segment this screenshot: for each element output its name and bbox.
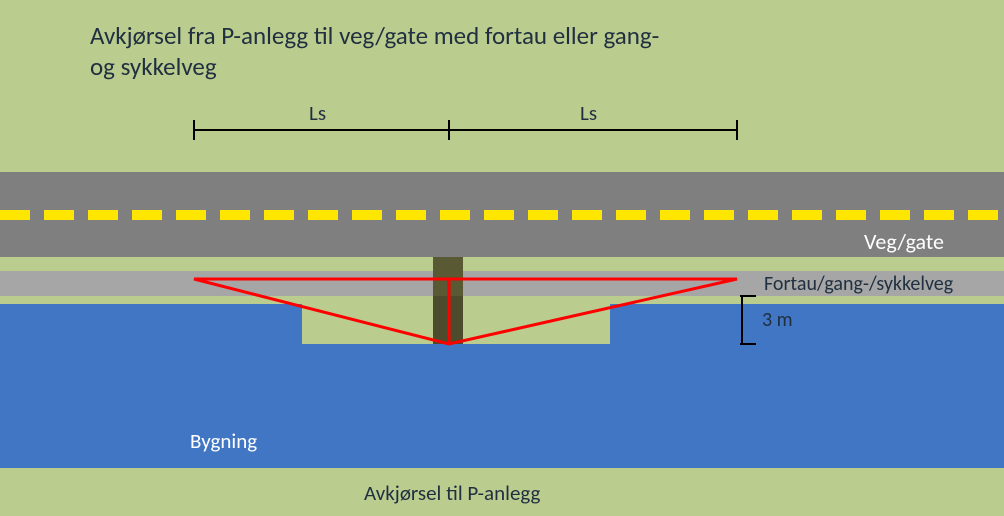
- three-m-label: 3 m: [762, 308, 793, 332]
- driveway-label: Avkjørsel til P-anlegg: [364, 480, 540, 506]
- ls-label-left: Ls: [309, 100, 326, 126]
- ls-label-right: Ls: [580, 100, 597, 126]
- diagram-title: Avkjørsel fra P-anlegg til veg/gate med …: [90, 20, 659, 83]
- road-label: Veg/gate: [864, 228, 944, 255]
- building-label: Bygning: [190, 428, 257, 454]
- sidewalk-label: Fortau/gang-/sykkelveg: [764, 272, 953, 296]
